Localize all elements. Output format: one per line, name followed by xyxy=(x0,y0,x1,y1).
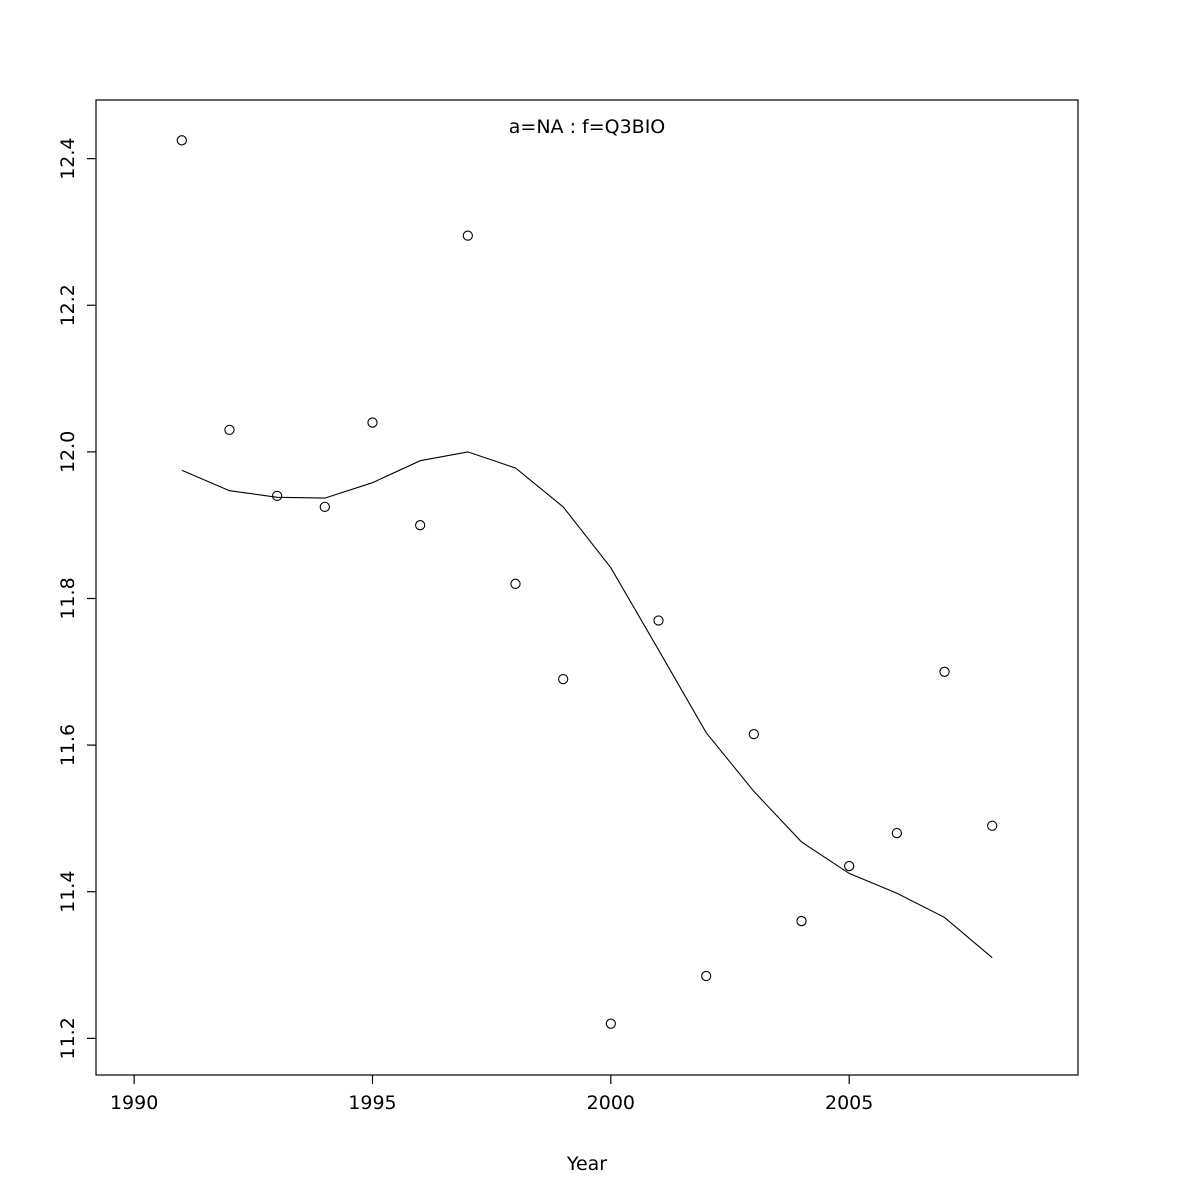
y-axis-tick-label: 12.4 xyxy=(57,137,79,179)
data-point xyxy=(891,827,903,839)
x-axis-tick-label: 1990 xyxy=(110,1092,158,1114)
data-point xyxy=(701,970,712,982)
data-point xyxy=(176,135,187,146)
data-point xyxy=(367,417,378,428)
data-point xyxy=(987,820,998,831)
x-axis-label: Year xyxy=(566,1153,607,1175)
y-axis-tick-label: 11.4 xyxy=(57,871,79,913)
data-point xyxy=(462,230,473,241)
data-point xyxy=(415,520,426,531)
data-point xyxy=(844,860,855,872)
data-point xyxy=(653,615,664,626)
y-axis-tick-label: 11.8 xyxy=(57,577,79,619)
x-axis-tick-label: 2005 xyxy=(825,1092,873,1114)
data-point xyxy=(558,673,569,685)
data-point xyxy=(224,424,235,436)
panel-title: a=NA : f=Q3BIO xyxy=(509,116,666,138)
data-point xyxy=(271,490,283,502)
plot-border xyxy=(95,99,1079,1076)
data-point xyxy=(510,578,521,589)
data-point xyxy=(605,1018,616,1029)
y-axis-tick-label: 12.0 xyxy=(57,431,79,473)
data-point xyxy=(748,728,759,740)
data-point xyxy=(939,666,950,677)
x-axis-tick-label: 1995 xyxy=(348,1092,396,1114)
y-axis-tick-label: 12.2 xyxy=(57,284,79,326)
data-point xyxy=(796,915,807,927)
data-point xyxy=(319,501,330,513)
smooth-fit-line xyxy=(181,451,993,959)
y-axis-tick-label: 11.2 xyxy=(57,1017,79,1059)
y-axis-tick-label: 11.6 xyxy=(57,724,79,766)
x-axis-tick-label: 2000 xyxy=(587,1092,635,1114)
